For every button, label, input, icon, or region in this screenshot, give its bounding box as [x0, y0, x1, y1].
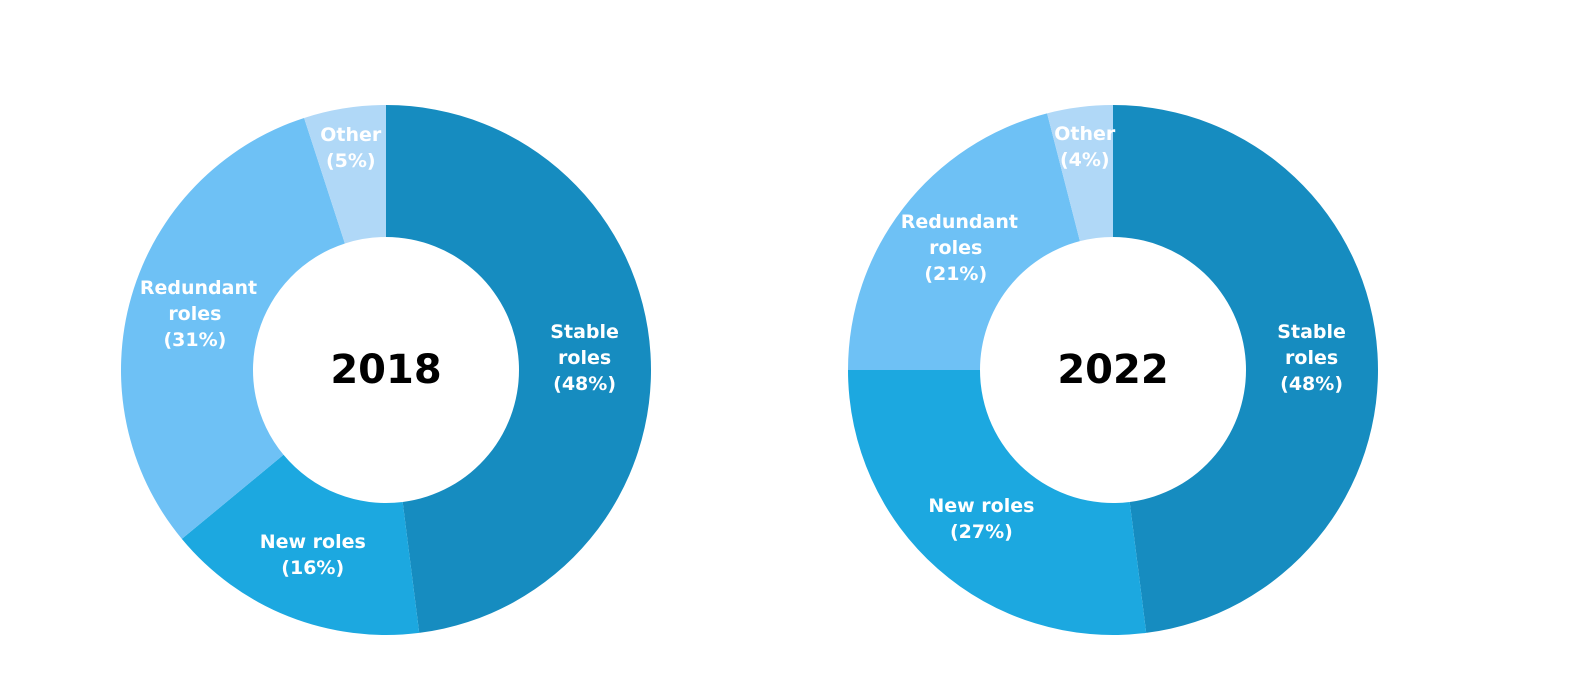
category-label: New roles: [928, 495, 1035, 518]
donut-segment: [1113, 105, 1379, 633]
category-label: New roles: [259, 531, 366, 554]
segment-label: Other (4%): [1045, 121, 1125, 173]
value-label: (5%): [325, 149, 376, 172]
category-label: Redundant roles: [139, 277, 258, 326]
donut-segment: [181, 454, 420, 635]
value-label: (16%): [281, 557, 345, 580]
donut-segment: [848, 370, 1147, 635]
segment-label: Stable roles (48%): [1272, 319, 1352, 397]
donut-segment: [1047, 105, 1113, 242]
value-label: (31%): [163, 329, 227, 352]
donut-segment: [304, 105, 386, 244]
segment-label: New roles (27%): [911, 493, 1051, 545]
category-label: Stable roles: [1277, 320, 1346, 369]
segment-label: Redundant roles (31%): [139, 275, 258, 353]
category-label: Other: [320, 123, 382, 146]
donut-segment: [120, 117, 345, 539]
value-label: (48%): [1280, 372, 1344, 395]
chart-title: 2018: [330, 347, 442, 393]
chart-title: 2022: [1057, 347, 1169, 393]
category-label: Other: [1054, 122, 1116, 145]
value-label: (4%): [1059, 148, 1110, 171]
category-label: Redundant roles: [900, 211, 1018, 260]
value-label: (21%): [924, 263, 988, 286]
segment-label: Stable roles (48%): [545, 319, 625, 397]
segment-label: Redundant roles (21%): [900, 209, 1018, 287]
value-label: (27%): [949, 521, 1013, 544]
segment-label: New roles (16%): [243, 529, 383, 581]
donut-segment: [386, 105, 652, 633]
donut-segment: [848, 113, 1080, 370]
category-label: Stable roles: [550, 320, 619, 369]
segment-label: Other (5%): [311, 122, 391, 174]
value-label: (48%): [553, 372, 617, 395]
